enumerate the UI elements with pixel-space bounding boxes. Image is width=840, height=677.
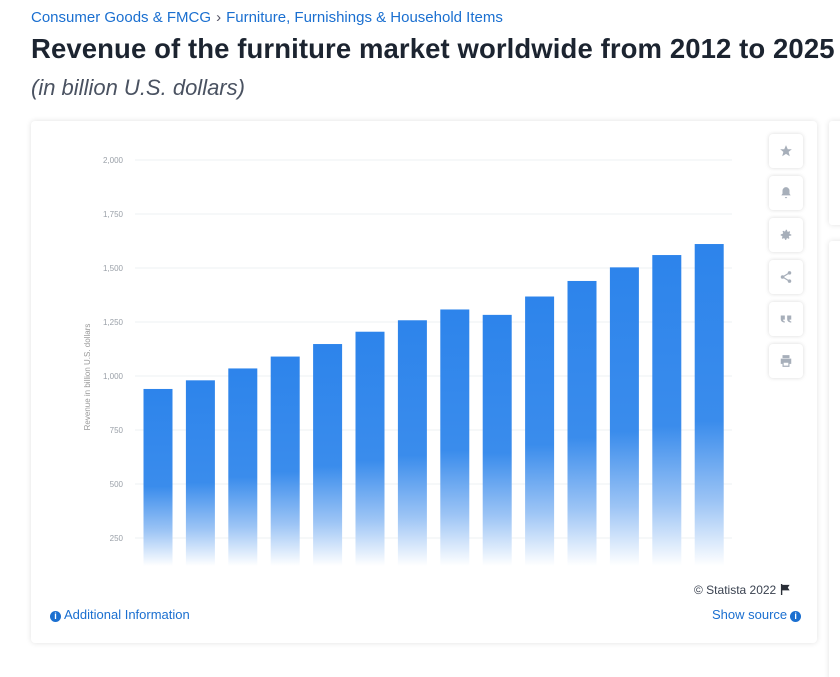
share-icon — [780, 271, 792, 283]
bar-2013[interactable]: 2013 — [185, 380, 215, 566]
show-source-link[interactable]: Show source i — [712, 607, 802, 622]
breadcrumb-furniture[interactable]: Furniture, Furnishings & Household Items — [226, 9, 503, 26]
page-subtitle: (in billion U.S. dollars) — [31, 75, 245, 100]
chart-toolbar — [769, 134, 803, 386]
y-tick-label: 1,250 — [103, 318, 124, 327]
star-icon — [780, 145, 792, 157]
bar-2014[interactable]: 2014 — [228, 368, 258, 566]
y-tick-label: 1,500 — [103, 264, 124, 273]
breadcrumb: Consumer Goods & FMCG › Furniture, Furnish… — [31, 9, 503, 26]
print-icon — [780, 355, 792, 367]
side-panel-top — [829, 121, 840, 225]
bar-2023[interactable]: 2023 — [609, 267, 639, 566]
bar-2019[interactable]: 2019 — [440, 309, 470, 566]
copyright-text: © Statista 2022 — [694, 583, 777, 597]
share-button[interactable] — [769, 260, 803, 294]
bar-2021[interactable]: 2021 — [525, 296, 555, 566]
info-icon: i — [790, 611, 802, 622]
y-tick-label: 1,000 — [103, 372, 124, 381]
bar-2018[interactable]: 2018 — [397, 320, 427, 566]
print-button[interactable] — [769, 344, 803, 378]
additional-information-label: Additional Information — [64, 607, 190, 622]
show-source-label: Show source — [712, 607, 788, 622]
favorite-button[interactable] — [769, 134, 803, 168]
side-panel-bottom — [829, 241, 840, 677]
copyright: © Statista 2022 — [694, 583, 791, 597]
gear-icon — [780, 229, 792, 240]
bar-2024[interactable]: 2024 — [652, 255, 682, 567]
y-tick-label: 2,000 — [103, 156, 124, 165]
notification-button[interactable] — [769, 176, 803, 210]
page-title: Revenue of the furniture market worldwid… — [31, 33, 835, 64]
settings-button[interactable] — [769, 218, 803, 252]
bar-2016[interactable]: 2016 — [313, 344, 343, 566]
bar-2017[interactable]: 2017 — [355, 331, 385, 566]
cite-button[interactable] — [769, 302, 803, 336]
flag-icon[interactable] — [780, 584, 791, 595]
y-tick-label: 500 — [110, 480, 124, 489]
breadcrumb-consumer-goods[interactable]: Consumer Goods & FMCG — [31, 9, 212, 26]
bar-2025[interactable]: 2025 — [694, 244, 724, 567]
y-tick-label: 250 — [110, 534, 124, 543]
y-axis-label: Revenue in billion U.S. dollars — [83, 324, 92, 431]
bar-2015[interactable]: 2015 — [270, 356, 300, 566]
breadcrumb-separator: › — [216, 9, 222, 26]
bar-2020[interactable]: 2020 — [482, 314, 512, 566]
y-tick-label: 1,750 — [103, 210, 124, 219]
info-icon: i — [50, 611, 61, 622]
bell-icon — [781, 187, 791, 199]
bar-2022[interactable]: 2022 — [567, 280, 597, 566]
quote-icon — [780, 315, 792, 323]
y-tick-label: 750 — [110, 426, 124, 435]
additional-information-link[interactable]: i Additional Information — [50, 607, 190, 622]
bar-2012[interactable]: 2012 — [143, 388, 173, 566]
